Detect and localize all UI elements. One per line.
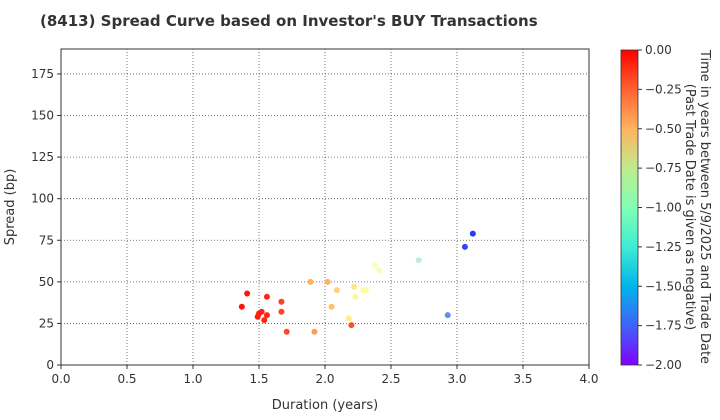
data-point	[362, 287, 369, 294]
x-tick-label: 4.0	[579, 372, 598, 386]
x-axis-ticks: 0.0 0.5 1.0 1.5 2.0 2.5 3.0 3.5 4.0	[51, 365, 599, 386]
x-tick-label: 1.0	[183, 372, 202, 386]
y-tick-label: 175	[31, 67, 54, 81]
colorbar-tick-label: −1.75	[645, 319, 682, 333]
data-point	[328, 303, 335, 310]
y-tick-label: 150	[31, 109, 54, 123]
data-point	[376, 267, 383, 274]
x-tick-label: 2.0	[315, 372, 334, 386]
chart-title: (8413) Spread Curve based on Investor's …	[40, 12, 538, 30]
data-points	[238, 230, 476, 335]
colorbar-tick-label: −0.25	[645, 82, 682, 96]
plot-area	[60, 48, 590, 366]
data-point	[324, 278, 331, 285]
data-point	[263, 293, 270, 300]
data-point	[415, 257, 422, 264]
y-tick-label: 0	[46, 358, 54, 372]
y-tick-label: 75	[39, 233, 54, 247]
x-tick-label: 2.5	[381, 372, 400, 386]
data-point	[278, 308, 285, 315]
data-point	[444, 312, 451, 319]
x-axis-label: Duration (years)	[272, 398, 379, 413]
data-point	[345, 315, 352, 322]
data-point	[372, 262, 379, 269]
colorbar-tick-label: −2.00	[645, 358, 682, 372]
colorbar-ticks: 0.00 −0.25 −0.50 −0.75 −1.00 −1.25 −1.50 −1.75 −…	[638, 43, 682, 372]
data-point	[311, 328, 318, 335]
data-point	[348, 322, 355, 329]
colorbar-tick-label: −1.25	[645, 240, 682, 254]
data-point	[261, 317, 268, 324]
data-point	[461, 243, 468, 250]
data-point	[263, 312, 270, 319]
colorbar-tick-label: −0.50	[645, 122, 682, 136]
x-tick-label: 0.5	[117, 372, 136, 386]
data-point	[238, 303, 245, 310]
data-point	[278, 298, 285, 305]
colorbar-label-line-1: Time in years between 5/9/2025 and Trade…	[697, 49, 712, 364]
data-point	[258, 308, 265, 315]
x-tick-label: 0.0	[51, 372, 70, 386]
data-point	[469, 230, 476, 237]
colorbar-tick-label: 0.00	[645, 43, 672, 57]
y-axis-label: Spread (bp)	[3, 169, 18, 246]
colorbar-tick-label: −1.50	[645, 279, 682, 293]
data-point	[283, 328, 290, 335]
x-tick-label: 3.0	[447, 372, 466, 386]
y-tick-label: 50	[39, 275, 54, 289]
data-point	[351, 283, 358, 290]
colorbar-label-line-2: (Past Trade Date is given as negative)	[682, 84, 697, 330]
data-point	[352, 293, 359, 300]
y-tick-label: 25	[39, 316, 54, 330]
x-tick-label: 3.5	[513, 372, 532, 386]
y-axis-ticks: 0 25 50 75 100 125 150 175	[31, 67, 61, 372]
data-point	[333, 287, 340, 294]
colorbar-tick-label: −0.75	[645, 161, 682, 175]
x-tick-label: 1.5	[249, 372, 268, 386]
colorbar	[620, 49, 639, 366]
data-point	[307, 278, 314, 285]
colorbar-tick-label: −1.00	[645, 201, 682, 215]
y-tick-label: 125	[31, 150, 54, 164]
y-tick-label: 100	[31, 192, 54, 206]
data-point	[244, 290, 251, 297]
